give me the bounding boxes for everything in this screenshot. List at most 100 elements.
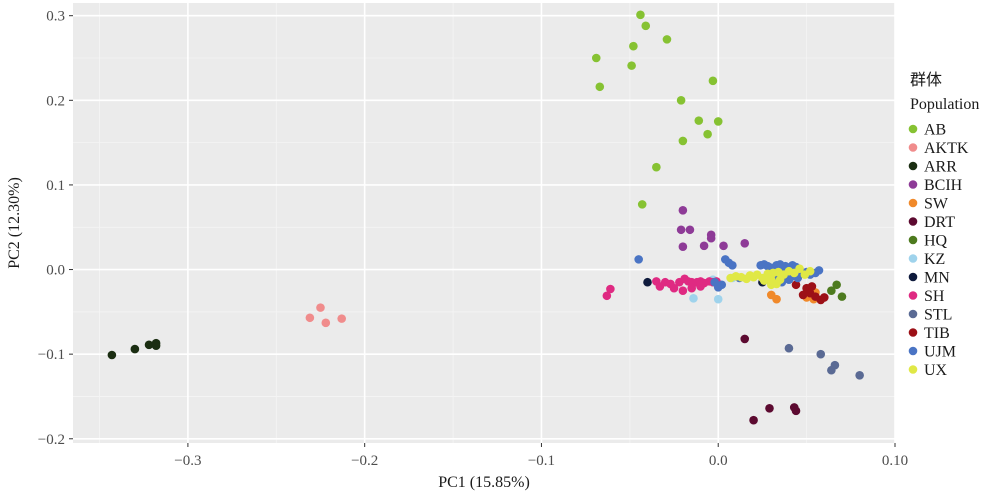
legend-title-chinese: 群体 [910,71,942,89]
point-ujm [728,261,737,270]
point-drt [740,334,750,344]
point-bcih [699,241,709,251]
point-ab [636,10,645,20]
point-mn [643,277,652,287]
legend-swatch-sw [908,198,918,208]
x-tick-label: −0.1 [528,453,555,469]
plot-background [73,3,895,443]
x-axis: −0.3 −0.2 −0.1 0.0 0.10 [174,443,908,469]
point-aktk [321,318,331,328]
point-arr [144,340,154,350]
y-tick-label: 0.0 [46,263,65,279]
point-sh [678,286,688,295]
point-sw [772,294,781,304]
y-axis: −0.2 −0.1 0.0 0.1 0.2 0.3 [38,9,73,448]
legend-swatch-mn [908,272,918,282]
point-tib [807,282,817,291]
legend-label-mn: MN [924,270,950,287]
y-tick-label: 0.3 [46,9,65,25]
y-tick-label: 0.2 [46,93,65,109]
y-tick-label: 0.1 [46,178,65,194]
point-arr [107,350,117,360]
point-drt [791,406,801,416]
legend-label-hq: HQ [924,233,948,250]
point-kz [713,294,723,304]
point-ujm [717,280,727,290]
point-ab [703,129,712,139]
legend-swatch-kz [908,254,918,263]
x-tick-label: 0.10 [882,453,908,469]
legend-label-ab: AB [924,122,946,139]
point-stl [855,371,864,380]
point-ab [678,136,688,146]
legend-swatch-drt [908,217,918,226]
point-aktk [305,313,315,323]
point-bcih [678,206,688,215]
point-stl [827,365,836,375]
point-stl [816,349,826,359]
legend-label-sw: SW [924,196,949,213]
point-tib [798,290,808,300]
point-kz [689,294,698,303]
legend-swatch-ux [908,365,918,374]
legend-label-kz: KZ [924,251,945,268]
legend-swatch-hq [908,235,918,245]
point-tib [791,280,801,290]
point-ab [641,21,651,31]
legend-label-ux: UX [924,362,948,379]
point-sh [602,291,612,301]
point-stl [784,343,794,353]
point-ab [662,35,672,44]
point-ujm [634,255,643,264]
point-ab [713,117,723,126]
y-tick-label: −0.1 [38,347,65,363]
point-drt [765,404,774,413]
point-ab [708,76,718,86]
y-axis-title: PC2 (12.30%) [6,177,23,269]
point-ujm [814,266,824,275]
point-bcih [740,239,750,248]
point-bcih [678,242,688,251]
grid-lines [73,3,896,443]
point-ab [595,82,605,92]
point-drt [749,415,758,425]
x-tick-label: −0.3 [174,453,201,469]
x-axis-title: PC1 (15.85%) [438,474,530,491]
point-bcih [719,241,728,251]
x-tick-label: 0.0 [709,453,728,469]
point-hq [827,286,836,295]
point-hq [832,280,841,290]
point-tib [819,293,829,302]
point-ux [759,276,769,285]
point-ab [652,162,661,172]
point-aktk [316,303,325,312]
point-ab [629,41,638,51]
legend-label-sh: SH [924,288,945,305]
legend-swatch-ab [908,124,918,134]
point-ux [772,279,781,289]
point-bcih [685,225,695,235]
legend-swatch-ujm [908,346,918,356]
legend-swatch-stl [908,309,918,319]
y-tick-label: −0.2 [38,432,65,448]
point-ux [805,266,815,276]
point-ab [676,96,686,105]
point-ab [627,61,636,70]
data-points [107,10,864,425]
legend-swatch-sh [908,291,918,300]
legend-label-arr: ARR [924,159,957,176]
point-sh [696,282,705,291]
legend-label-aktk: AKTK [924,140,969,157]
legend-label-bcih: BCIH [924,177,963,194]
legend-label-drt: DRT [924,214,955,231]
point-hq [837,292,847,301]
legend-swatch-arr [908,161,918,171]
point-bcih [676,225,686,235]
point-ab [637,200,647,209]
point-arr [130,344,140,354]
legend-label-ujm: UJM [924,344,956,361]
point-bcih [706,233,716,243]
